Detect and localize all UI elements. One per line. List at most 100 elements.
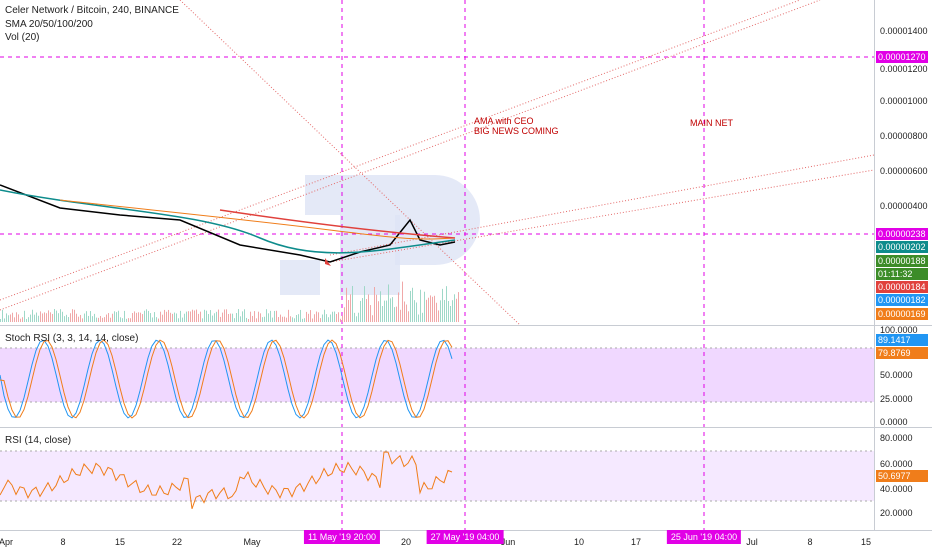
volume-bar [4,318,5,322]
volume-indicator-label[interactable]: Vol (20) [5,32,40,43]
rsi-label[interactable]: RSI (14, close) [5,435,72,446]
volume-bar [324,309,325,322]
time-badge: 25 Jun '19 04:00 [666,530,742,544]
stoch-d-badge: 79.8769 [876,347,928,359]
volume-bar [0,319,1,322]
volume-bar [270,310,271,322]
volume-bar [440,300,441,322]
stoch-tick: 50.0000 [880,370,913,380]
volume-bar [192,309,193,322]
volume-bar [412,287,413,322]
volume-bar [106,314,107,322]
volume-bar [32,309,33,322]
volume-bar [318,312,319,322]
volume-bar [50,312,51,322]
volume-bar [360,300,361,322]
volume-bar [262,317,263,322]
volume-bar [40,311,41,322]
time-badge: 27 May '19 04:00 [426,530,504,544]
volume-bar [280,314,281,322]
stoch-d-line [0,339,453,419]
volume-bar [44,312,45,322]
volume-bar [432,296,433,322]
volume-bar [336,313,337,322]
volume-bar [442,288,443,322]
volume-bar [422,312,423,322]
volume-bar [48,310,49,322]
volume-bar [396,306,397,322]
volume-bar [16,312,17,322]
time-tick: 8 [60,537,66,547]
chart-canvas[interactable] [0,0,874,530]
symbol-title[interactable]: Celer Network / Bitcoin, 240, BINANCE [5,5,179,16]
price-badge: 0.00000184 [876,281,928,293]
volume-bar [202,318,203,322]
volume-bar [350,294,351,322]
trend-line [329,154,874,256]
volume-bar [8,315,9,322]
volume-bar [378,301,379,322]
volume-bar [146,309,147,322]
volume-bar [372,315,373,322]
volume-bar [74,309,75,322]
volume-bar [452,300,453,322]
volume-bar [82,318,83,322]
volume-bar [376,294,377,322]
logo-watermark [305,175,395,215]
volume-bar [400,309,401,322]
volume-bar [58,313,59,322]
volume-bar [66,314,67,322]
volume-bar [434,295,435,322]
volume-bar [290,316,291,322]
time-tick: 15 [860,537,872,547]
volume-bar [80,314,81,322]
volume-bar [388,284,389,322]
annotation-mainnet: MAIN NET [690,118,734,128]
volume-bar [426,299,427,322]
volume-bar [108,313,109,322]
sma-line [0,189,456,254]
time-tick: 20 [400,537,412,547]
stoch-rsi-label[interactable]: Stoch RSI (3, 3, 14, 14, close) [5,333,139,344]
price-line [0,184,456,263]
sma-indicator-label[interactable]: SMA 20/50/100/200 [5,19,93,30]
volume-bar [214,313,215,322]
volume-bar [408,311,409,322]
volume-bar [110,317,111,322]
volume-bar [258,311,259,322]
volume-bar [156,317,157,322]
volume-bar [160,311,161,322]
volume-bar [140,312,141,322]
volume-bar [294,318,295,322]
volume-bar [22,317,23,322]
volume-bar [380,291,381,322]
rsi-tick: 60.0000 [880,459,913,469]
volume-bar [76,313,77,322]
volume-bar [420,289,421,322]
volume-bar [414,300,415,322]
pane-separator[interactable] [0,427,932,428]
volume-bar [188,311,189,322]
rsi-tick: 80.0000 [880,433,913,443]
volume-bar [152,317,153,322]
volume-bar [114,311,115,322]
volume-bar [166,311,167,322]
volume-bar [352,285,353,322]
volume-bar [142,314,143,322]
stoch-tick: 0.0000 [880,417,908,427]
pane-separator[interactable] [0,325,932,326]
volume-bar [416,302,417,322]
stoch-band [0,348,874,402]
volume-bar [244,309,245,322]
volume-bar [216,311,217,322]
volume-bar [14,317,15,322]
volume-bar [224,309,225,322]
volume-bar [228,313,229,322]
volume-bar [120,317,121,322]
volume-bar [266,309,267,322]
volume-bar [86,311,87,322]
volume-bar [194,310,195,322]
volume-bar [444,300,445,322]
volume-bar [42,313,43,322]
